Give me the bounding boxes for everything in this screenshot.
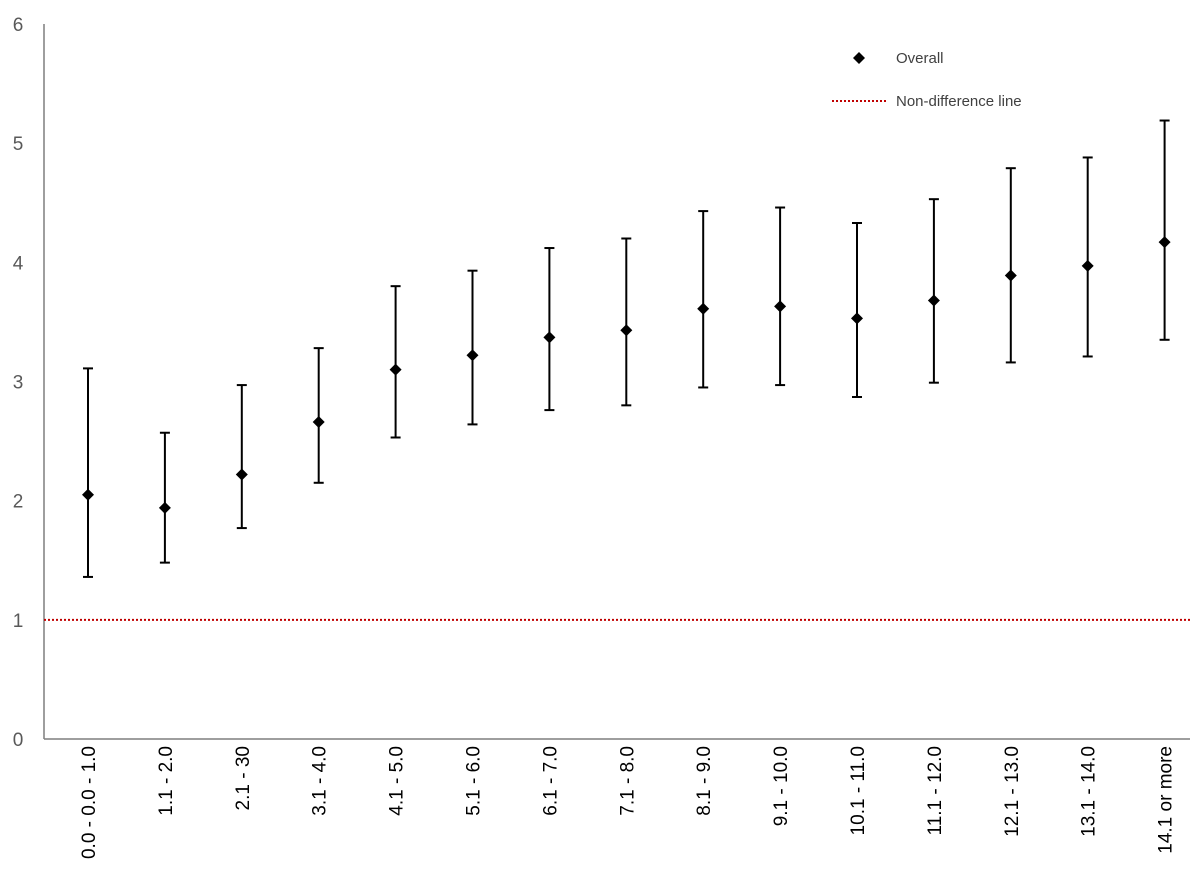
x-tick-label: 11.1 - 12.0 bbox=[925, 746, 946, 835]
x-tick-label: 3.1 - 4.0 bbox=[310, 746, 331, 816]
legend-reference-label: Non-difference line bbox=[896, 93, 1022, 110]
data-point-group bbox=[82, 367, 94, 578]
data-point-marker bbox=[466, 349, 479, 362]
x-tick-label: 14.1 or more bbox=[1156, 746, 1177, 854]
data-point-group bbox=[1004, 167, 1017, 364]
data-point-marker bbox=[1158, 236, 1171, 249]
data-point-group bbox=[158, 431, 171, 564]
x-tick-label: 4.1 - 5.0 bbox=[387, 746, 408, 816]
data-point-group bbox=[1081, 156, 1094, 358]
data-point-group bbox=[312, 347, 325, 484]
data-point-marker bbox=[158, 501, 171, 514]
data-point-marker bbox=[697, 302, 710, 315]
legend-overall-label: Overall bbox=[896, 50, 944, 67]
data-point-marker bbox=[774, 300, 787, 313]
x-tick-label: 9.1 - 10.0 bbox=[771, 746, 792, 826]
x-axis: 0.0 - 0.0 - 1.0 1.1 - 2.0 2.1 - 30 3.1 - 4.… bbox=[44, 738, 1190, 859]
data-point-group bbox=[851, 222, 863, 398]
y-tick-label: 3 bbox=[13, 373, 24, 394]
x-tick-label: 12.1 - 13.0 bbox=[1002, 746, 1023, 837]
data-point-marker bbox=[235, 468, 248, 481]
data-point-marker bbox=[620, 324, 633, 337]
data-point-group bbox=[235, 384, 248, 530]
data-point-group bbox=[774, 206, 787, 387]
y-axis: 0 1 2 3 4 5 6 bbox=[13, 15, 45, 751]
data-point-group bbox=[1158, 119, 1171, 341]
x-tick-label: 2.1 - 30 bbox=[233, 746, 254, 810]
x-tick-label: 6.1 - 7.0 bbox=[540, 746, 561, 816]
data-point-group bbox=[697, 210, 710, 389]
x-tick-label: 8.1 - 9.0 bbox=[694, 746, 715, 816]
data-marks bbox=[82, 119, 1171, 578]
data-point-marker bbox=[927, 294, 940, 307]
data-point-marker bbox=[543, 331, 556, 344]
y-tick-label: 6 bbox=[13, 15, 24, 36]
data-point-marker bbox=[1081, 259, 1094, 272]
data-point-marker bbox=[82, 488, 94, 501]
y-tick-label: 2 bbox=[13, 492, 24, 513]
data-point-group bbox=[389, 285, 402, 439]
y-tick-label: 4 bbox=[13, 253, 24, 274]
data-point-group bbox=[466, 269, 479, 426]
x-tick-label: 1.1 - 2.0 bbox=[156, 746, 177, 816]
data-point-group bbox=[543, 247, 556, 412]
y-tick-label: 1 bbox=[13, 611, 24, 632]
data-point-marker bbox=[851, 312, 863, 325]
x-tick-label: 7.1 - 8.0 bbox=[617, 746, 638, 816]
x-tick-label: 5.1 - 6.0 bbox=[464, 746, 485, 816]
y-tick-label: 0 bbox=[13, 730, 24, 751]
data-point-marker bbox=[312, 416, 325, 429]
x-tick-label: 13.1 - 14.0 bbox=[1079, 746, 1100, 837]
data-point-group bbox=[927, 198, 940, 384]
data-point-marker bbox=[1004, 269, 1017, 282]
y-tick-label: 5 bbox=[13, 134, 24, 155]
x-tick-label: 10.1 - 11.0 bbox=[848, 746, 869, 835]
x-tick-label: 0.0 - 0.0 - 1.0 bbox=[79, 746, 100, 859]
data-point-group bbox=[620, 237, 633, 407]
data-point-marker bbox=[389, 363, 402, 376]
legend: Overall Non-difference line bbox=[832, 50, 1022, 110]
legend-overall-marker-icon bbox=[853, 52, 865, 64]
